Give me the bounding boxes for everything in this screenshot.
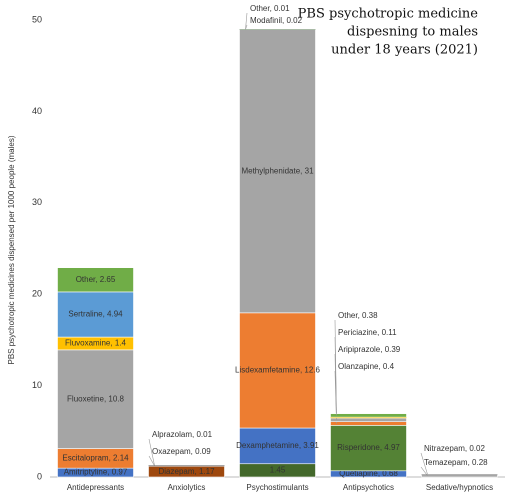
data-label: Escitalopram, 2.14 [62, 453, 129, 462]
bar-segment [57, 349, 134, 449]
bar-segment [148, 465, 225, 466]
x-tick-label: Psychostimulants [246, 483, 308, 492]
y-axis-label: PBS psychotropic medicines dispensed per… [7, 135, 16, 364]
data-label: Dexamphetamine, 3.91 [236, 441, 319, 450]
bar-segment [239, 29, 316, 30]
bar-segment [330, 417, 407, 423]
data-label: Olanzapine, 0.4 [338, 362, 395, 371]
y-tick-label: 20 [32, 289, 42, 299]
leader-line [148, 455, 155, 467]
y-tick-label: 0 [37, 471, 42, 481]
leader-line [334, 319, 337, 416]
chart-title: under 18 years (2021) [331, 43, 478, 58]
leader-line [245, 12, 248, 30]
bar-segment [421, 474, 498, 478]
y-tick-label: 30 [32, 197, 42, 207]
data-label: Temazepam, 0.28 [424, 458, 488, 467]
data-label: Other, 0.38 [338, 311, 378, 320]
bar-segment [330, 417, 407, 419]
data-label: Amitriptyline, 0.97 [64, 468, 128, 477]
x-tick-label: Antidepressants [67, 483, 124, 492]
bar-segment [330, 421, 407, 426]
y-tick-label: 50 [32, 14, 42, 24]
data-label: Other, 2.65 [76, 275, 116, 284]
y-tick-label: 40 [32, 106, 42, 116]
bar-segment [239, 29, 316, 314]
bar-segment [57, 267, 134, 293]
bar-segment [239, 312, 316, 429]
data-label: Quetiapine, 0.68 [339, 469, 398, 478]
chart-title: PBS psychotropic medicine [298, 7, 479, 22]
bar-segment [57, 291, 134, 338]
leader-line [420, 452, 428, 475]
bar-segment [330, 425, 407, 472]
data-label: Aripiprazole, 0.39 [338, 345, 401, 354]
y-tick-label: 10 [32, 380, 42, 390]
data-label: Oxazepam, 0.09 [152, 447, 211, 456]
data-label: Risperidone, 4.97 [337, 443, 400, 452]
data-label: Other, 0.01 [250, 4, 290, 13]
data-label: Alprazolam, 0.01 [152, 430, 213, 439]
x-tick-label: Antipsychotics [343, 483, 394, 492]
data-label: Periciazine, 0.11 [338, 328, 397, 337]
x-tick-label: Sedative/hypnotics [426, 483, 493, 492]
data-label: Sertraline, 4.94 [68, 310, 123, 319]
data-label: Diazepam, 1.17 [158, 467, 215, 476]
data-label: Modafinil, 0.02 [250, 16, 303, 25]
bar-segment [148, 465, 225, 467]
data-label: Fluvoxamine, 1.4 [65, 339, 126, 348]
data-label: Fluoxetine, 10.8 [67, 394, 124, 403]
bar-segment [330, 413, 407, 418]
data-label: 1.45 [270, 465, 286, 474]
chart-title: dispesning to males [347, 25, 478, 40]
x-tick-label: Anxiolytics [168, 483, 206, 492]
data-label: Nitrazepam, 0.02 [424, 444, 485, 453]
bar-segment [239, 427, 316, 465]
bar-segment [421, 474, 498, 475]
data-label: Methylphenidate, 31 [241, 166, 314, 175]
leader-line [148, 438, 155, 466]
data-label: Lisdexamfetamine, 12.6 [235, 366, 320, 375]
